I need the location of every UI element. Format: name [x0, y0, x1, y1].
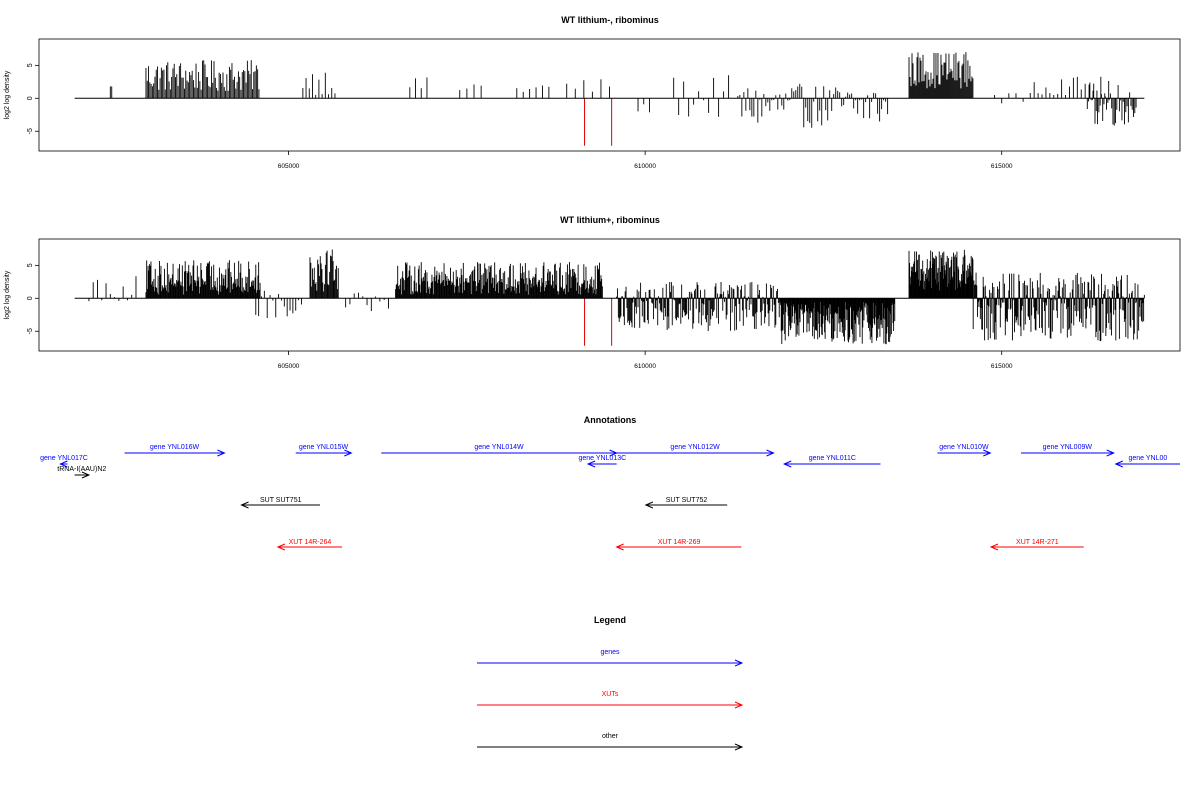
legend-label: other	[602, 733, 619, 740]
x-tick-label: 615000	[991, 163, 1013, 170]
feature-label: gene YNL012W	[670, 444, 720, 451]
x-tick-label: 610000	[634, 363, 656, 370]
legend-title: Legend	[594, 615, 626, 625]
gene-arrow	[1020, 449, 1115, 457]
xut-arrow	[989, 543, 1084, 551]
x-tick-label: 615000	[991, 363, 1013, 370]
feature-label: XUT 14R-271	[1016, 539, 1059, 546]
legend: Legend genes XUTs other	[477, 615, 744, 751]
plot-frame	[38, 38, 1181, 152]
arrow-head	[59, 460, 68, 468]
axes: -5 0 5 605000 610000 615000	[27, 263, 1145, 370]
annotations-track: Annotations gene YNL017CtRNA-I(AAU)N2gen…	[40, 415, 1180, 551]
x-tick-label: 610000	[634, 163, 656, 170]
bar-group	[88, 249, 1145, 346]
feature-label: tRNA-I(AAU)N2	[57, 466, 106, 473]
arrow-head	[217, 449, 226, 457]
arrow-head	[644, 501, 654, 509]
feature-label: SUT SUT752	[666, 497, 708, 504]
arrow-head	[782, 460, 792, 468]
legend-item: genes	[477, 649, 744, 667]
xut-arrow	[276, 543, 343, 551]
panel-lithium-minus: WT lithium-, ribominus log2 log density …	[4, 15, 1181, 170]
arrow-head	[586, 460, 596, 468]
annotations-title: Annotations	[584, 415, 637, 425]
feature-label: gene YNL017C	[40, 455, 88, 462]
arrow-head	[989, 543, 999, 551]
gene-arrow	[782, 460, 881, 468]
y-tick-label: -5	[27, 328, 34, 334]
x-tick-label: 605000	[278, 363, 300, 370]
legend-label: XUTs	[602, 691, 619, 698]
feature-label: gene YNL011C	[809, 455, 856, 462]
y-tick-label: 5	[27, 63, 34, 67]
arrow-head	[766, 449, 775, 457]
gene-arrow	[124, 449, 226, 457]
sut-arrow	[644, 501, 728, 509]
legend-label: genes	[600, 649, 620, 656]
legend-arrow-head	[734, 659, 744, 667]
y-tick-label: -5	[27, 128, 34, 134]
feature-label: XUT 14R-269	[658, 539, 701, 546]
gene-arrow	[295, 449, 353, 457]
gene-arrow	[586, 460, 617, 468]
legend-item: XUTs	[477, 691, 744, 709]
arrow-head	[344, 449, 353, 457]
bar-group	[109, 52, 1137, 146]
feature-label: gene YNL013C	[578, 455, 626, 462]
gene-arrow	[616, 449, 775, 457]
feature-label: gene YNL00	[1129, 455, 1168, 462]
x-tick-label: 605000	[278, 163, 300, 170]
xut-arrow	[615, 543, 742, 551]
arrow-head	[1114, 460, 1124, 468]
arrow-head	[276, 543, 286, 551]
y-axis-label: log2 log density	[4, 70, 11, 119]
feature-label: SUT SUT751	[260, 497, 302, 504]
arrow-head	[983, 449, 992, 457]
feature-label: gene YNL016W	[150, 444, 200, 451]
gene-arrow	[74, 471, 91, 479]
panel-title: WT lithium-, ribominus	[561, 15, 659, 25]
feature-label: gene YNL015W	[299, 444, 349, 451]
y-tick-label: 0	[27, 296, 34, 300]
panel-title: WT lithium+, ribominus	[560, 215, 660, 225]
legend-items: genes XUTs other	[477, 649, 744, 751]
legend-arrow-head	[734, 701, 744, 709]
axes: -5 0 5 605000 610000 615000	[27, 63, 1145, 170]
legend-arrow-head	[734, 743, 744, 751]
arrow-head	[81, 471, 91, 479]
feature-label: gene YNL014W	[474, 444, 524, 451]
gene-arrow	[59, 460, 68, 468]
arrow-head	[615, 543, 624, 551]
y-tick-label: 0	[27, 96, 34, 100]
arrow-head	[240, 501, 249, 509]
legend-item: other	[477, 733, 744, 751]
feature-label: XUT 14R-264	[289, 539, 332, 546]
feature-label: gene YNL010W	[939, 444, 989, 451]
y-tick-label: 5	[27, 263, 34, 267]
arrow-head	[1106, 449, 1115, 457]
annotation-features: gene YNL017C tRNA-I(AAU)N2 gene YNL016W gen…	[40, 444, 1180, 551]
gene-arrow	[937, 449, 992, 457]
feature-label: gene YNL009W	[1043, 444, 1093, 451]
plot-frame	[38, 238, 1181, 352]
y-axis-label: log2 log density	[4, 270, 11, 319]
gene-arrow	[1114, 460, 1180, 468]
panel-lithium-plus: WT lithium+, ribominus log2 log density …	[4, 215, 1181, 370]
sut-arrow	[240, 501, 320, 509]
